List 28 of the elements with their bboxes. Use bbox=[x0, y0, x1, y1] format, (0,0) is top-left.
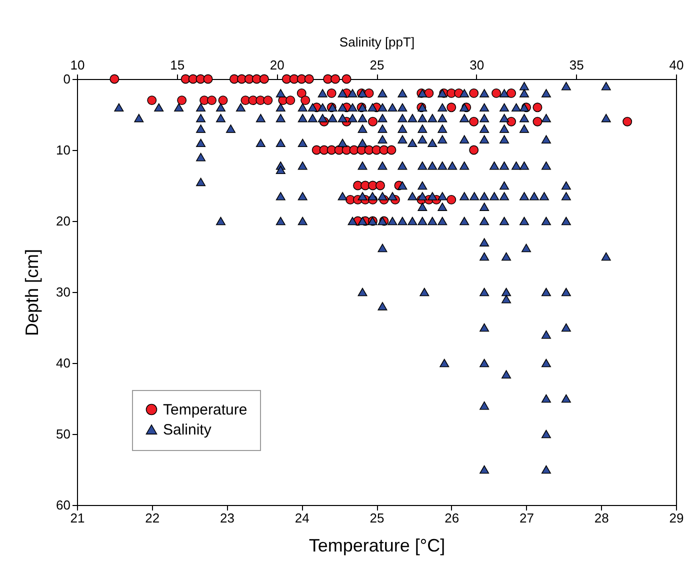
y-tick-label: 10 bbox=[56, 142, 70, 158]
x-tick-label: 23 bbox=[220, 510, 234, 526]
x-tick-label: 28 bbox=[594, 510, 609, 526]
legend-label: Temperature bbox=[163, 402, 248, 418]
x-tick-label: 22 bbox=[145, 510, 160, 526]
x2-axis-title: Salinity [ppT] bbox=[339, 34, 415, 50]
x-tick-label: 27 bbox=[520, 510, 534, 526]
y-tick-label: 0 bbox=[63, 72, 70, 86]
y-tick-label: 50 bbox=[56, 426, 70, 442]
y-tick-label: 60 bbox=[56, 498, 70, 512]
x2-tick-label: 25 bbox=[370, 58, 384, 72]
x2-tick-label: 30 bbox=[470, 58, 484, 72]
x2-tick-label: 20 bbox=[270, 58, 284, 72]
x-tick-label: 26 bbox=[444, 510, 460, 526]
x-tick-label: 25 bbox=[370, 510, 384, 526]
y-tick-label: 40 bbox=[56, 356, 70, 370]
x-tick-label: 29 bbox=[669, 510, 684, 526]
x-axis-title: Temperature [°C] bbox=[308, 536, 446, 556]
x2-tick-label: 15 bbox=[170, 58, 185, 72]
x2-tick-label: 35 bbox=[569, 58, 584, 72]
x-tick-label: 24 bbox=[294, 510, 310, 526]
x-tick-label: 21 bbox=[70, 510, 85, 526]
legend-label: Salinity bbox=[163, 422, 212, 438]
x2-tick-label: 10 bbox=[70, 58, 85, 72]
y-axis-title: Depth [cm] bbox=[22, 248, 42, 336]
x2-tick-label: 40 bbox=[669, 58, 684, 72]
y-tick-label: 30 bbox=[56, 284, 70, 300]
y-tick-label: 20 bbox=[56, 214, 70, 228]
